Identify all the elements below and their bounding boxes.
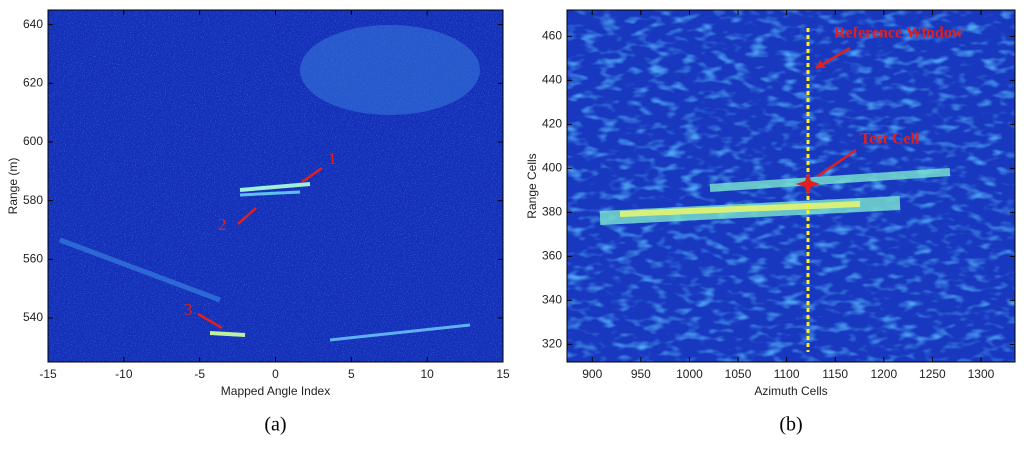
y-axis-label: Range Cells bbox=[525, 153, 539, 218]
x-tick-label: 1250 bbox=[919, 367, 946, 381]
x-tick-label: 1100 bbox=[774, 367, 800, 381]
x-tick-label: -15 bbox=[39, 367, 57, 381]
y-axis-label: Range (m) bbox=[6, 158, 20, 215]
x-axis-label: Mapped Angle Index bbox=[221, 384, 330, 398]
y-tick-label: 640 bbox=[23, 17, 43, 31]
panel-label: (b) bbox=[779, 414, 802, 436]
panel-label: (a) bbox=[264, 414, 286, 436]
arrow bbox=[237, 207, 257, 225]
y-tick-label: 420 bbox=[542, 117, 562, 131]
arrow bbox=[197, 312, 223, 330]
annotation: 2 bbox=[218, 215, 227, 234]
y-tick-label: 460 bbox=[542, 29, 562, 43]
y-tick-label: 560 bbox=[23, 252, 43, 266]
plot-frame bbox=[566, 9, 1016, 363]
heatmap-a bbox=[48, 10, 503, 362]
x-tick-label: 1200 bbox=[870, 367, 897, 381]
x-tick-label: -5 bbox=[194, 367, 205, 381]
arrow-head bbox=[816, 60, 826, 68]
annotation: Test Cell bbox=[860, 131, 920, 148]
x-tick-label: 0 bbox=[272, 367, 279, 381]
arrow bbox=[817, 148, 857, 178]
x-tick-label: 1150 bbox=[822, 367, 848, 381]
arrow bbox=[301, 166, 323, 184]
annotation: Reference Window bbox=[834, 25, 964, 42]
x-tick-label: 1300 bbox=[968, 367, 995, 381]
x-tick-label: 1000 bbox=[676, 367, 703, 381]
y-tick-label: 440 bbox=[542, 73, 562, 87]
heatmap-b bbox=[567, 10, 1015, 362]
x-tick-label: 10 bbox=[420, 367, 434, 381]
y-tick-label: 600 bbox=[23, 134, 43, 148]
x-tick-label: 5 bbox=[348, 367, 355, 381]
y-tick-label: 320 bbox=[542, 337, 562, 351]
y-tick-label: 580 bbox=[23, 193, 43, 207]
x-tick-label: 950 bbox=[631, 367, 651, 381]
annotation: 1 bbox=[328, 149, 337, 168]
x-tick-label: 1050 bbox=[725, 367, 752, 381]
y-tick-label: 540 bbox=[23, 310, 43, 324]
y-tick-label: 360 bbox=[542, 249, 562, 263]
x-axis-label: Azimuth Cells bbox=[754, 384, 827, 398]
x-tick-label: 900 bbox=[582, 367, 602, 381]
y-tick-label: 400 bbox=[542, 161, 562, 175]
annotation: 3 bbox=[184, 300, 193, 319]
y-tick-label: 380 bbox=[542, 205, 562, 219]
y-tick-label: 340 bbox=[542, 293, 562, 307]
x-tick-label: 15 bbox=[496, 367, 510, 381]
y-tick-label: 620 bbox=[23, 76, 43, 90]
x-tick-label: -10 bbox=[115, 367, 133, 381]
